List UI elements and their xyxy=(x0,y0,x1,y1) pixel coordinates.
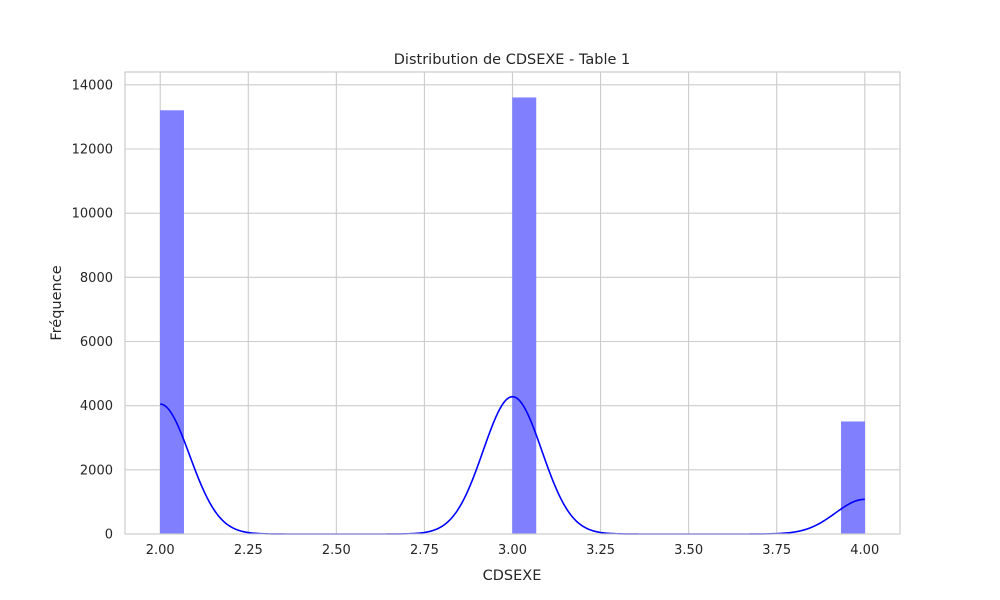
y-tick-label: 0 xyxy=(105,528,113,543)
x-tick-label: 2.00 xyxy=(146,543,175,558)
x-tick-label: 3.25 xyxy=(586,543,615,558)
x-tick-label: 2.25 xyxy=(234,543,263,558)
x-tick-label: 2.75 xyxy=(410,543,439,558)
histogram-bar xyxy=(512,97,537,535)
x-tick-label: 2.50 xyxy=(322,543,351,558)
x-tick-label: 3.75 xyxy=(762,543,791,558)
plot-frame xyxy=(124,71,901,535)
y-tick-label: 14000 xyxy=(72,78,113,93)
x-axis-label: CDSEXE xyxy=(483,568,542,584)
y-tick-label: 12000 xyxy=(72,143,113,158)
y-tick-label: 2000 xyxy=(80,463,113,478)
chart-title: Distribution de CDSEXE - Table 1 xyxy=(394,52,630,68)
y-tick-label: 6000 xyxy=(80,335,113,350)
histogram-bar xyxy=(159,110,184,535)
histogram-bar xyxy=(841,421,866,535)
y-tick-label: 10000 xyxy=(72,207,113,222)
x-tick-label: 3.50 xyxy=(674,543,703,558)
y-tick-label: 4000 xyxy=(80,399,113,414)
y-tick-labels: 0 2000 4000 6000 8000 10000 12000 14000 xyxy=(72,78,113,542)
x-tick-labels: 2.00 2.25 2.50 2.75 3.00 3.25 3.50 3.75 4.00 xyxy=(146,543,879,558)
x-tick-label: 4.00 xyxy=(850,543,879,558)
y-tick-label: 8000 xyxy=(80,271,113,286)
x-tick-label: 3.00 xyxy=(498,543,527,558)
y-axis-label: Fréquence xyxy=(49,265,65,340)
